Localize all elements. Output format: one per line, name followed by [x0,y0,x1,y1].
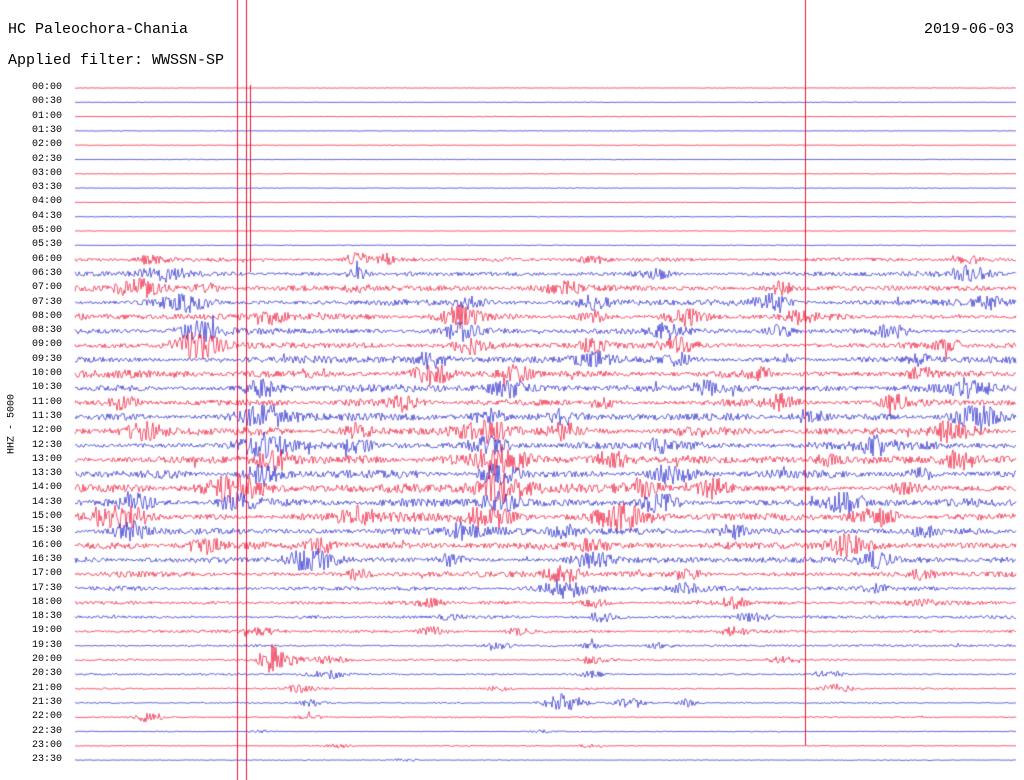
plot-date: 2019-06-03 [923,21,1014,38]
applied-filter-label: Applied filter: WWSSN-SP [8,52,225,69]
channel-scale-label: HHZ - 5000 [6,393,18,455]
station-title: HC Paleochora-Chania [8,21,189,38]
